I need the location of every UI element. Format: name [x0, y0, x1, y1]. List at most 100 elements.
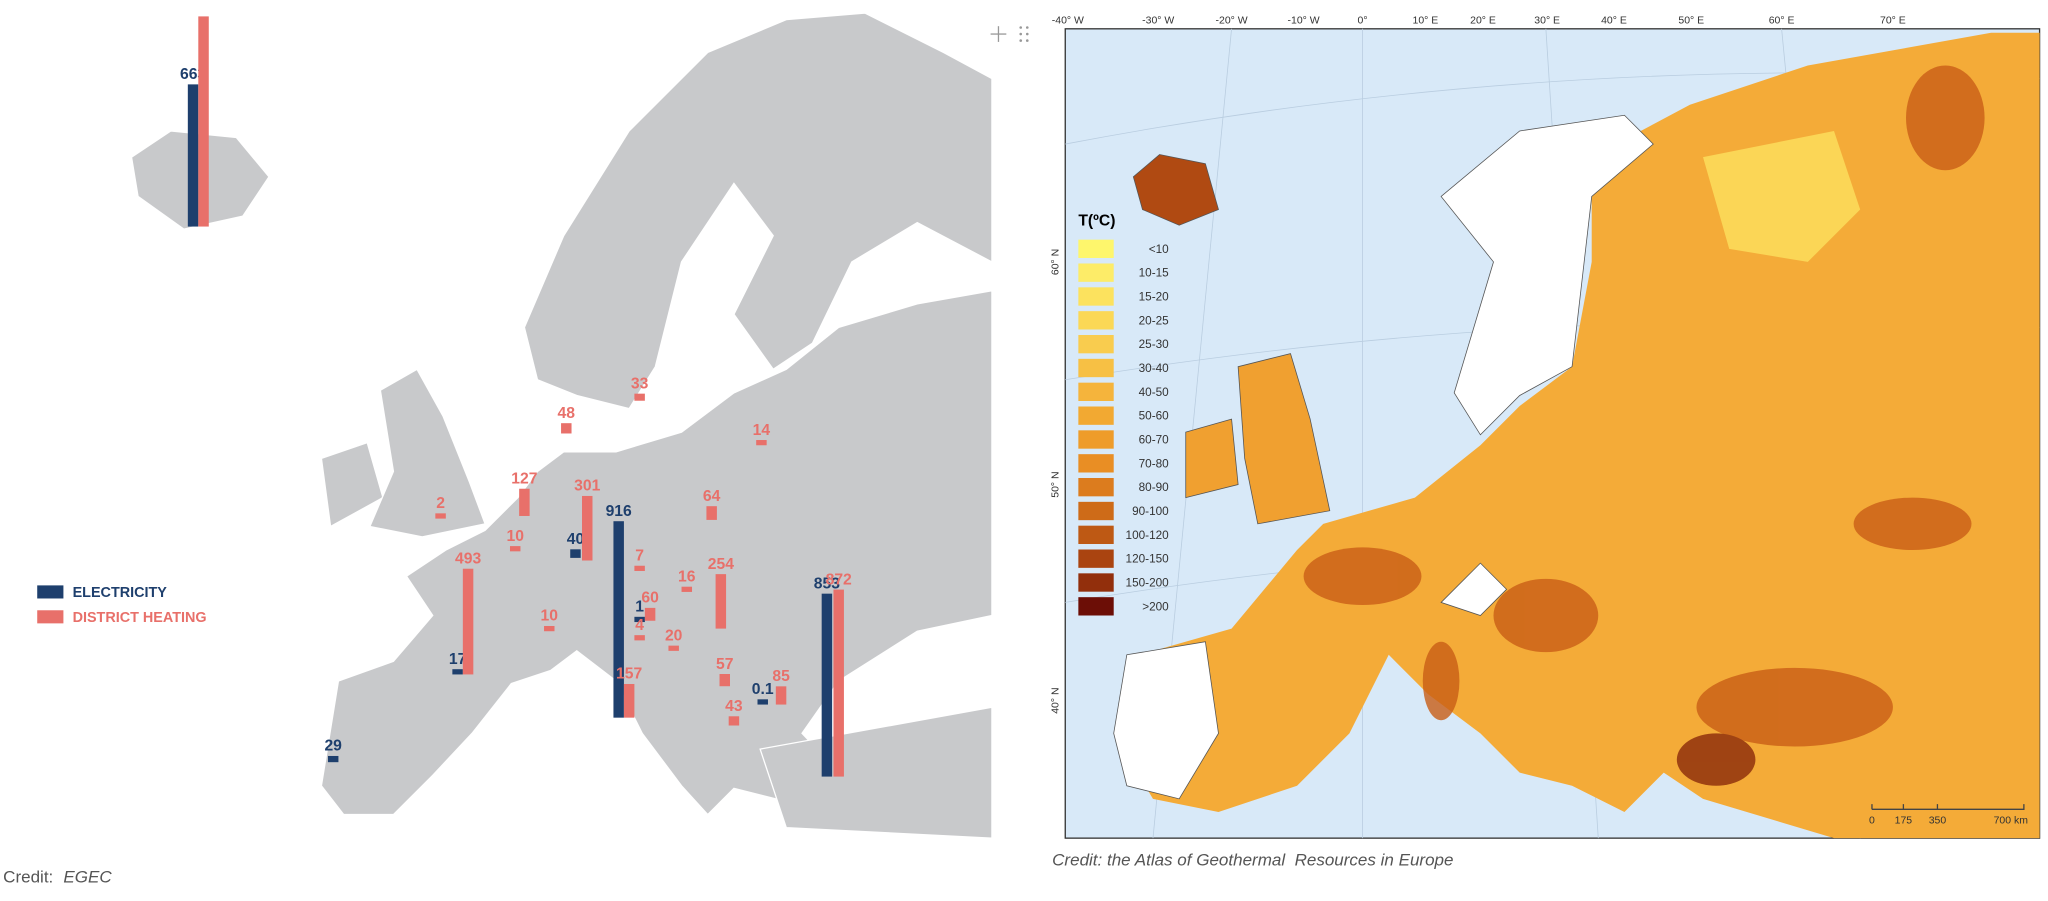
- longitude-label: 40° E: [1601, 16, 1627, 27]
- land: [1237, 353, 1331, 525]
- bar: [668, 645, 679, 651]
- legend-swatch: [1078, 311, 1114, 330]
- bar: [715, 574, 727, 629]
- land: [523, 12, 993, 410]
- bar-label: 48: [558, 405, 576, 422]
- bar: [634, 635, 645, 641]
- legend-swatch: [1078, 430, 1114, 449]
- legend-label: 30-40: [1139, 362, 1170, 375]
- drag-icon: [1019, 26, 1029, 42]
- latitude-label: 60° N: [1051, 249, 1062, 275]
- legend-swatch: [1078, 549, 1114, 568]
- bar: [681, 586, 693, 592]
- bar: [187, 84, 199, 227]
- legend-label: 50-60: [1139, 410, 1170, 423]
- bar-label: 40: [567, 531, 585, 548]
- bar-label: 853: [814, 575, 840, 592]
- bar: [462, 568, 474, 675]
- warm-zone: [1703, 130, 1861, 262]
- bar-label: 17: [449, 651, 467, 668]
- bar-label: 872: [826, 571, 852, 588]
- legend-label: ELECTRICITY: [73, 585, 168, 601]
- bar: [821, 593, 833, 777]
- longitude-label: -10° W: [1288, 16, 1320, 27]
- legend-label: 90-100: [1132, 505, 1169, 518]
- legend-swatch: [1078, 478, 1114, 497]
- bar-label: 33: [631, 375, 649, 392]
- bar: [570, 549, 581, 558]
- legend-label: 25-30: [1139, 338, 1170, 351]
- land: [320, 441, 384, 528]
- bar-label: 7: [635, 548, 644, 565]
- bars: 66329174091610.1853212710301483314647166…: [180, 16, 852, 777]
- legend-label: DISTRICT HEATING: [73, 610, 207, 626]
- legend-swatch: [37, 610, 64, 624]
- bar: [757, 699, 768, 705]
- bar-label: 254: [708, 556, 734, 573]
- legend-swatch: [1078, 263, 1114, 282]
- legend-swatch: [1078, 334, 1114, 354]
- bar-label: 20: [665, 627, 683, 644]
- bar: [613, 521, 624, 718]
- bar-label: 0.1: [752, 681, 774, 698]
- bar: [582, 495, 593, 561]
- bar-label: 14: [753, 422, 771, 439]
- scale-bar: [1871, 804, 2025, 810]
- longitude-label: -30° W: [1142, 16, 1174, 27]
- legend-swatch: [1078, 358, 1114, 378]
- legend-swatch: [1078, 573, 1114, 592]
- legend-swatch: [37, 585, 64, 599]
- land: [759, 706, 993, 839]
- bar: [327, 755, 339, 763]
- bar-label: 4: [635, 617, 644, 634]
- legend-label: 100-120: [1126, 529, 1170, 542]
- scale-label: 0: [1869, 816, 1875, 827]
- bar-label: 301: [574, 478, 600, 495]
- longitude-label: -40° W: [1052, 16, 1084, 27]
- bar: [706, 506, 717, 520]
- bar-label: 60: [641, 590, 659, 607]
- bar: [198, 16, 209, 227]
- land: [1185, 418, 1239, 499]
- bar-label: 157: [616, 666, 642, 683]
- bar: [728, 716, 740, 726]
- longitude-label: 60° E: [1769, 16, 1795, 27]
- legend-label: 120-150: [1126, 553, 1170, 566]
- bar-label: 493: [455, 550, 481, 567]
- credit: Credit: the Atlas of Geothermal Resource…: [1052, 851, 1453, 870]
- longitude-label: -20° W: [1216, 16, 1248, 27]
- legend-label: 60-70: [1139, 433, 1170, 446]
- bar: [561, 423, 572, 434]
- longitude-label: 20° E: [1470, 16, 1496, 27]
- bar-label: 10: [541, 608, 559, 625]
- bar: [519, 488, 530, 516]
- longitude-label: 50° E: [1678, 16, 1704, 27]
- legend-label: 40-50: [1139, 386, 1170, 399]
- longitude-label: 70° E: [1880, 16, 1906, 27]
- bar-label: 916: [606, 503, 632, 520]
- bar: [756, 440, 767, 446]
- bar-label: 16: [678, 568, 696, 585]
- legend-label: 15-20: [1139, 290, 1170, 303]
- toolbar-icons: [990, 26, 1029, 42]
- bar-label: 43: [725, 698, 743, 715]
- bar-label: 10: [506, 528, 524, 545]
- scale-label: 350: [1929, 816, 1947, 827]
- legend-label: 20-25: [1139, 314, 1170, 327]
- scale-label: 175: [1895, 816, 1913, 827]
- right-map: [1064, 28, 2041, 839]
- credit-source: EGEC: [63, 868, 112, 887]
- bar: [435, 513, 446, 519]
- legend: ELECTRICITY DISTRICT HEATING: [37, 585, 207, 626]
- legend-swatch: [1078, 597, 1114, 616]
- bar-label: 64: [703, 488, 721, 505]
- longitude-label: 0°: [1358, 16, 1368, 27]
- land: [368, 368, 486, 538]
- bar: [833, 589, 844, 777]
- bar-label: 127: [511, 471, 537, 488]
- bar: [634, 393, 645, 401]
- bar: [452, 669, 463, 675]
- legend-title: T(ºC): [1078, 212, 1115, 229]
- bar-label: 29: [324, 738, 342, 755]
